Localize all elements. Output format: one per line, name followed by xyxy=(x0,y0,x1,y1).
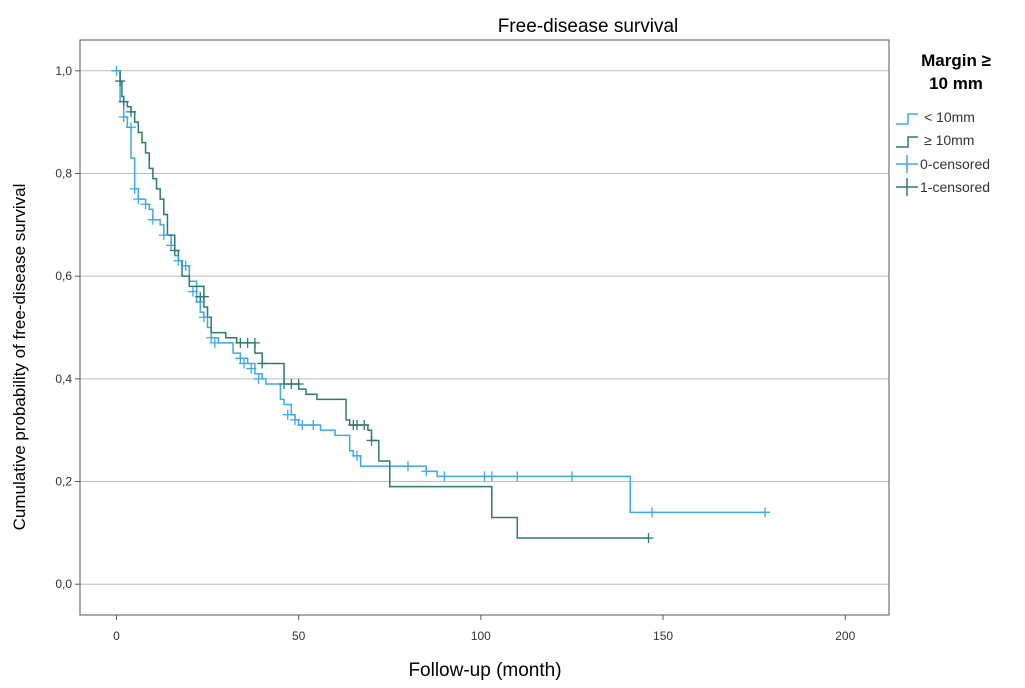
censor-mark-lt10 xyxy=(297,420,308,431)
censor-mark-lt10 xyxy=(290,414,301,425)
x-axis-ticks: 0 50 100 150 200 xyxy=(113,615,856,643)
x-tick-label: 50 xyxy=(292,629,306,643)
y-tick-label: 0,0 xyxy=(55,577,72,591)
censor-mark-lt10 xyxy=(209,337,220,348)
y-tick-label: 1,0 xyxy=(55,64,72,78)
censor-mark-lt10 xyxy=(308,420,319,431)
censor-mark-lt10 xyxy=(118,112,129,123)
censor-mark-lt10 xyxy=(421,466,432,477)
censor-mark-lt10 xyxy=(235,353,246,364)
censor-marks xyxy=(111,65,771,543)
censor-mark-lt10 xyxy=(129,183,140,194)
censor-mark-lt10 xyxy=(253,373,264,384)
censor-mark-lt10 xyxy=(439,471,450,482)
x-tick-label: 150 xyxy=(653,629,673,643)
y-tick-label: 0,8 xyxy=(55,166,72,180)
censor-mark-lt10 xyxy=(282,409,293,420)
legend-title-line1: Margin ≥ xyxy=(921,51,991,70)
censor-mark-ge10 xyxy=(257,358,268,369)
censor-mark-ge10 xyxy=(198,291,209,302)
censor-mark-lt10 xyxy=(566,471,577,482)
censor-mark-lt10 xyxy=(486,471,497,482)
x-tick-label: 200 xyxy=(835,629,855,643)
censor-mark-lt10 xyxy=(133,194,144,205)
censor-mark-lt10 xyxy=(512,471,523,482)
legend-label-censored-0: 0-censored xyxy=(920,156,990,172)
chart-title: Free-disease survival xyxy=(498,16,679,37)
legend-swatch-lt10 xyxy=(896,113,918,125)
legend-label-lt10: < 10mm xyxy=(924,109,975,125)
censor-mark-ge10 xyxy=(169,245,180,256)
x-axis-label: Follow-up (month) xyxy=(408,660,561,681)
censor-mark-lt10 xyxy=(238,358,249,369)
censor-mark-ge10 xyxy=(366,435,377,446)
censor-mark-ge10 xyxy=(126,106,137,117)
censor-mark-lt10 xyxy=(158,230,169,241)
legend-label-ge10: ≥ 10mm xyxy=(924,132,974,148)
censor-mark-ge10 xyxy=(293,378,304,389)
legend-swatch-censored-0 xyxy=(896,155,918,173)
censor-mark-lt10 xyxy=(760,507,771,518)
legend: Margin ≥ 10 mm < 10mm ≥ 10mm 0-censored … xyxy=(896,51,991,196)
censor-mark-lt10 xyxy=(402,461,413,472)
censor-mark-lt10 xyxy=(173,255,184,266)
gridlines xyxy=(80,70,889,585)
x-tick-label: 0 xyxy=(113,629,120,643)
censor-mark-ge10 xyxy=(643,532,654,543)
censor-mark-lt10 xyxy=(246,363,257,374)
legend-label-censored-1: 1-censored xyxy=(920,179,990,195)
y-axis-label: Cumulative probability of free-disease s… xyxy=(10,184,29,531)
legend-title-line2: 10 mm xyxy=(929,74,983,93)
censor-mark-lt10 xyxy=(187,286,198,297)
legend-swatch-ge10 xyxy=(896,136,918,148)
legend-swatch-censored-1 xyxy=(896,178,918,196)
plot-frame xyxy=(79,39,890,616)
censor-mark-lt10 xyxy=(147,214,158,225)
y-tick-label: 0,4 xyxy=(55,372,72,386)
x-tick-label: 100 xyxy=(471,629,491,643)
y-axis-ticks: 0,0 0,2 0,4 0,6 0,8 1,0 xyxy=(55,64,80,591)
censor-mark-lt10 xyxy=(180,260,191,271)
censor-mark-ge10 xyxy=(249,337,260,348)
censor-mark-ge10 xyxy=(118,96,129,107)
y-tick-label: 0,6 xyxy=(55,269,72,283)
censor-mark-ge10 xyxy=(359,420,370,431)
y-tick-label: 0,2 xyxy=(55,475,72,489)
censor-mark-lt10 xyxy=(206,332,217,343)
censor-mark-lt10 xyxy=(166,240,177,251)
censor-mark-ge10 xyxy=(115,76,126,87)
censor-mark-lt10 xyxy=(351,450,362,461)
censor-mark-lt10 xyxy=(647,507,658,518)
censor-mark-lt10 xyxy=(126,122,137,133)
censor-mark-lt10 xyxy=(111,65,122,76)
censor-mark-lt10 xyxy=(140,199,151,210)
censor-mark-lt10 xyxy=(198,312,209,323)
